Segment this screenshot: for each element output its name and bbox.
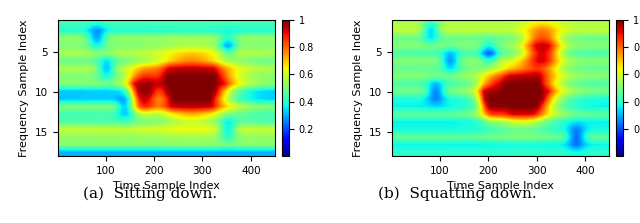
X-axis label: Time Sample Index: Time Sample Index [447, 181, 554, 191]
Y-axis label: Frequency Sample Index: Frequency Sample Index [353, 19, 364, 157]
Y-axis label: Frequency Sample Index: Frequency Sample Index [19, 19, 29, 157]
X-axis label: Time Sample Index: Time Sample Index [113, 181, 220, 191]
Text: (b)  Squatting down.: (b) Squatting down. [378, 187, 537, 201]
Text: (a)  Sitting down.: (a) Sitting down. [83, 187, 218, 201]
